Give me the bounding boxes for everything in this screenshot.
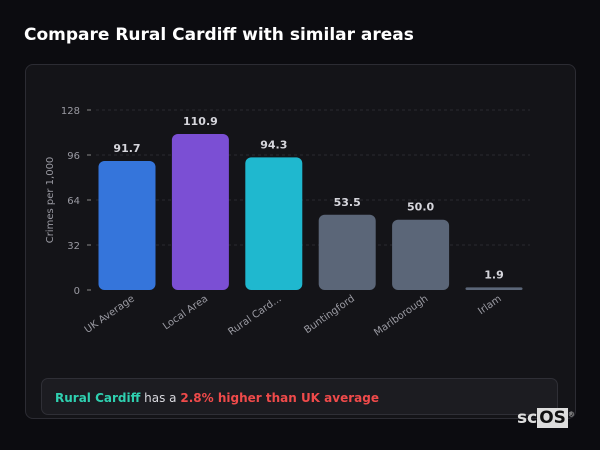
data-label: 50.0: [407, 201, 434, 214]
data-label: 94.3: [260, 138, 287, 151]
bar: [245, 157, 303, 290]
x-tick-label: Buntingford: [302, 293, 357, 336]
area-name: Rural Cardiff: [55, 391, 141, 405]
y-tick-label: 0: [74, 286, 80, 297]
data-label: 53.5: [334, 196, 361, 209]
data-label: 1.9: [484, 268, 504, 281]
bar: [318, 214, 376, 290]
y-axis-label: Crimes per 1,000: [45, 157, 56, 244]
y-tick-label: 128: [61, 106, 80, 117]
comparison-summary: Rural Cardiff has a 2.8% higher than UK …: [41, 378, 558, 415]
bar: [98, 161, 156, 290]
y-tick-label: 64: [67, 196, 80, 207]
bar: [392, 219, 450, 290]
x-tick-label: Rural Card...: [226, 293, 283, 338]
bar: [465, 287, 523, 290]
summary-text: has a: [140, 391, 181, 405]
comparison-highlight: 2.8% higher than UK average: [180, 391, 379, 405]
scos-logo: sc OS ®: [517, 408, 575, 428]
bar: [171, 134, 229, 290]
page-title: Compare Rural Cardiff with similar areas: [24, 25, 414, 45]
x-tick-label: Local Area: [161, 293, 210, 332]
y-tick-label: 32: [67, 241, 80, 252]
data-label: 110.9: [183, 115, 218, 128]
x-tick-label: Marlborough: [372, 293, 430, 338]
data-label: 91.7: [113, 142, 140, 155]
x-tick-label: Irlam: [476, 293, 503, 317]
x-tick-label: UK Average: [83, 293, 137, 335]
y-tick-label: 96: [67, 151, 80, 162]
